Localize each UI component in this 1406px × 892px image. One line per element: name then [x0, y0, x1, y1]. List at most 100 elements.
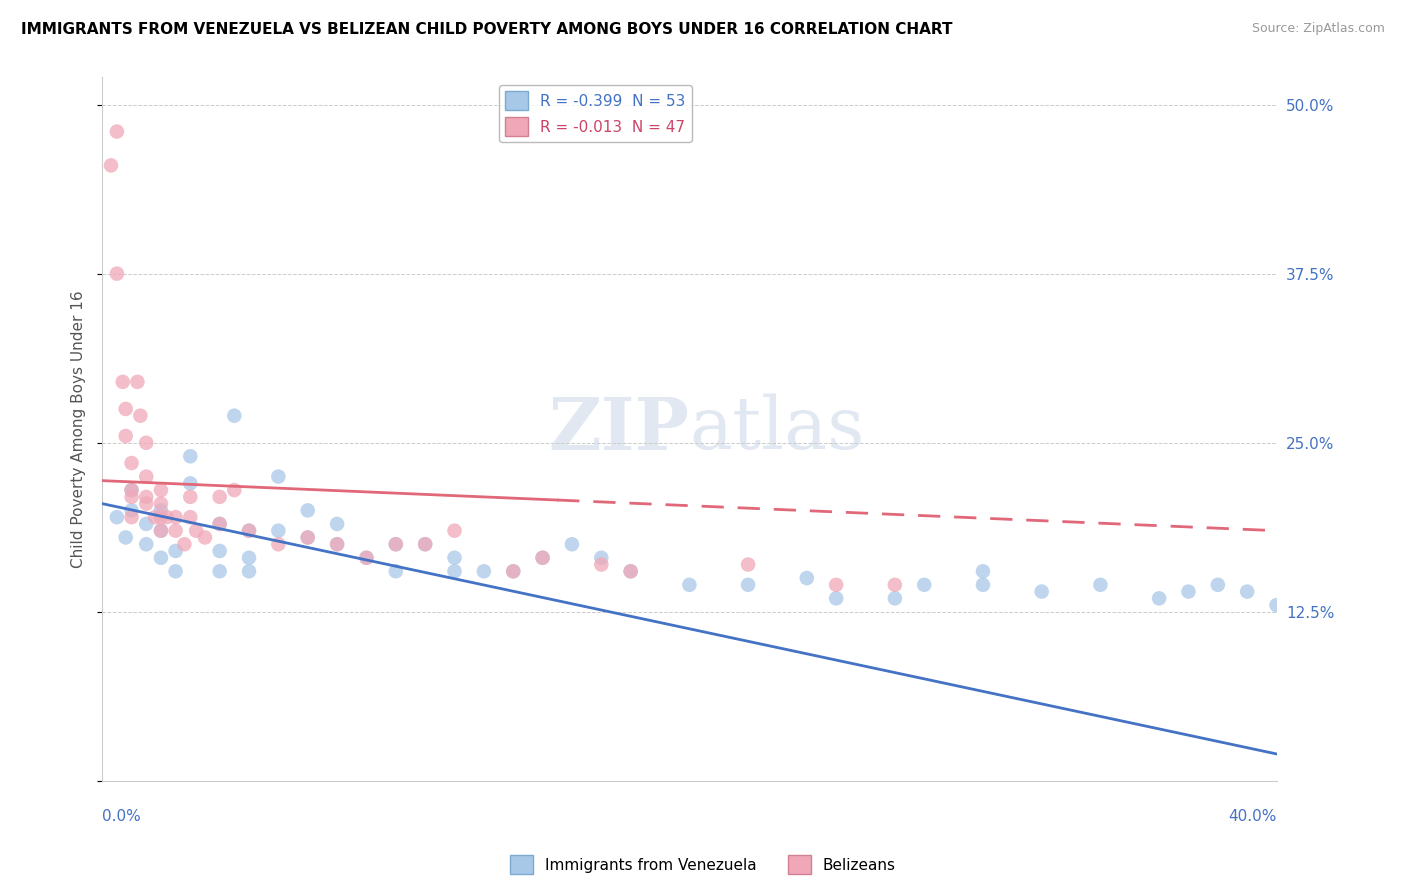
- Point: [1265, 598, 1288, 612]
- Legend: R = -0.399  N = 53, R = -0.013  N = 47: R = -0.399 N = 53, R = -0.013 N = 47: [499, 85, 692, 142]
- Point: [1177, 584, 1199, 599]
- Text: IMMIGRANTS FROM VENEZUELA VS BELIZEAN CHILD POVERTY AMONG BOYS UNDER 16 CORRELAT: IMMIGRANTS FROM VENEZUELA VS BELIZEAN CH…: [21, 22, 953, 37]
- Point: [267, 524, 290, 538]
- Point: [1031, 584, 1053, 599]
- Point: [356, 550, 378, 565]
- Point: [121, 456, 143, 470]
- Point: [121, 490, 143, 504]
- Point: [149, 497, 172, 511]
- Point: [179, 510, 201, 524]
- Point: [297, 503, 319, 517]
- Point: [326, 537, 349, 551]
- Point: [143, 510, 166, 524]
- Point: [208, 564, 231, 578]
- Point: [135, 490, 157, 504]
- Point: [165, 544, 187, 558]
- Point: [224, 483, 246, 497]
- Point: [591, 558, 613, 572]
- Point: [114, 401, 136, 416]
- Point: [121, 503, 143, 517]
- Point: [443, 564, 465, 578]
- Point: [121, 510, 143, 524]
- Point: [208, 490, 231, 504]
- Point: [737, 558, 759, 572]
- Point: [443, 550, 465, 565]
- Point: [238, 524, 260, 538]
- Point: [326, 537, 349, 551]
- Point: [972, 564, 994, 578]
- Point: [111, 375, 134, 389]
- Point: [179, 450, 201, 464]
- Point: [678, 578, 700, 592]
- Point: [1147, 591, 1170, 606]
- Point: [883, 578, 905, 592]
- Point: [502, 564, 524, 578]
- Text: 40.0%: 40.0%: [1229, 809, 1277, 824]
- Point: [224, 409, 246, 423]
- Point: [238, 564, 260, 578]
- Point: [561, 537, 583, 551]
- Point: [100, 158, 122, 172]
- Point: [114, 531, 136, 545]
- Point: [149, 524, 172, 538]
- Point: [356, 550, 378, 565]
- Point: [1236, 584, 1258, 599]
- Point: [1090, 578, 1112, 592]
- Point: [385, 537, 408, 551]
- Point: [620, 564, 643, 578]
- Point: [127, 375, 149, 389]
- Text: Source: ZipAtlas.com: Source: ZipAtlas.com: [1251, 22, 1385, 36]
- Point: [208, 516, 231, 531]
- Point: [149, 510, 172, 524]
- Point: [149, 524, 172, 538]
- Point: [149, 550, 172, 565]
- Point: [135, 516, 157, 531]
- Point: [121, 483, 143, 497]
- Point: [620, 564, 643, 578]
- Point: [472, 564, 495, 578]
- Point: [173, 537, 195, 551]
- Point: [208, 516, 231, 531]
- Point: [165, 524, 187, 538]
- Point: [186, 524, 208, 538]
- Point: [135, 497, 157, 511]
- Point: [179, 490, 201, 504]
- Point: [165, 564, 187, 578]
- Point: [179, 476, 201, 491]
- Point: [796, 571, 818, 585]
- Point: [385, 537, 408, 551]
- Legend: Immigrants from Venezuela, Belizeans: Immigrants from Venezuela, Belizeans: [505, 849, 901, 880]
- Point: [267, 537, 290, 551]
- Point: [149, 483, 172, 497]
- Point: [194, 531, 217, 545]
- Point: [297, 531, 319, 545]
- Point: [413, 537, 436, 551]
- Point: [135, 435, 157, 450]
- Point: [1206, 578, 1229, 592]
- Point: [114, 429, 136, 443]
- Text: 0.0%: 0.0%: [103, 809, 141, 824]
- Point: [149, 503, 172, 517]
- Point: [297, 531, 319, 545]
- Point: [156, 510, 179, 524]
- Point: [238, 550, 260, 565]
- Text: atlas: atlas: [689, 394, 865, 465]
- Point: [531, 550, 554, 565]
- Point: [825, 578, 848, 592]
- Point: [238, 524, 260, 538]
- Point: [443, 524, 465, 538]
- Point: [105, 124, 128, 138]
- Point: [531, 550, 554, 565]
- Point: [591, 550, 613, 565]
- Point: [165, 510, 187, 524]
- Point: [737, 578, 759, 592]
- Point: [883, 591, 905, 606]
- Point: [972, 578, 994, 592]
- Point: [105, 267, 128, 281]
- Point: [502, 564, 524, 578]
- Point: [267, 469, 290, 483]
- Point: [105, 510, 128, 524]
- Point: [208, 544, 231, 558]
- Point: [135, 469, 157, 483]
- Point: [129, 409, 152, 423]
